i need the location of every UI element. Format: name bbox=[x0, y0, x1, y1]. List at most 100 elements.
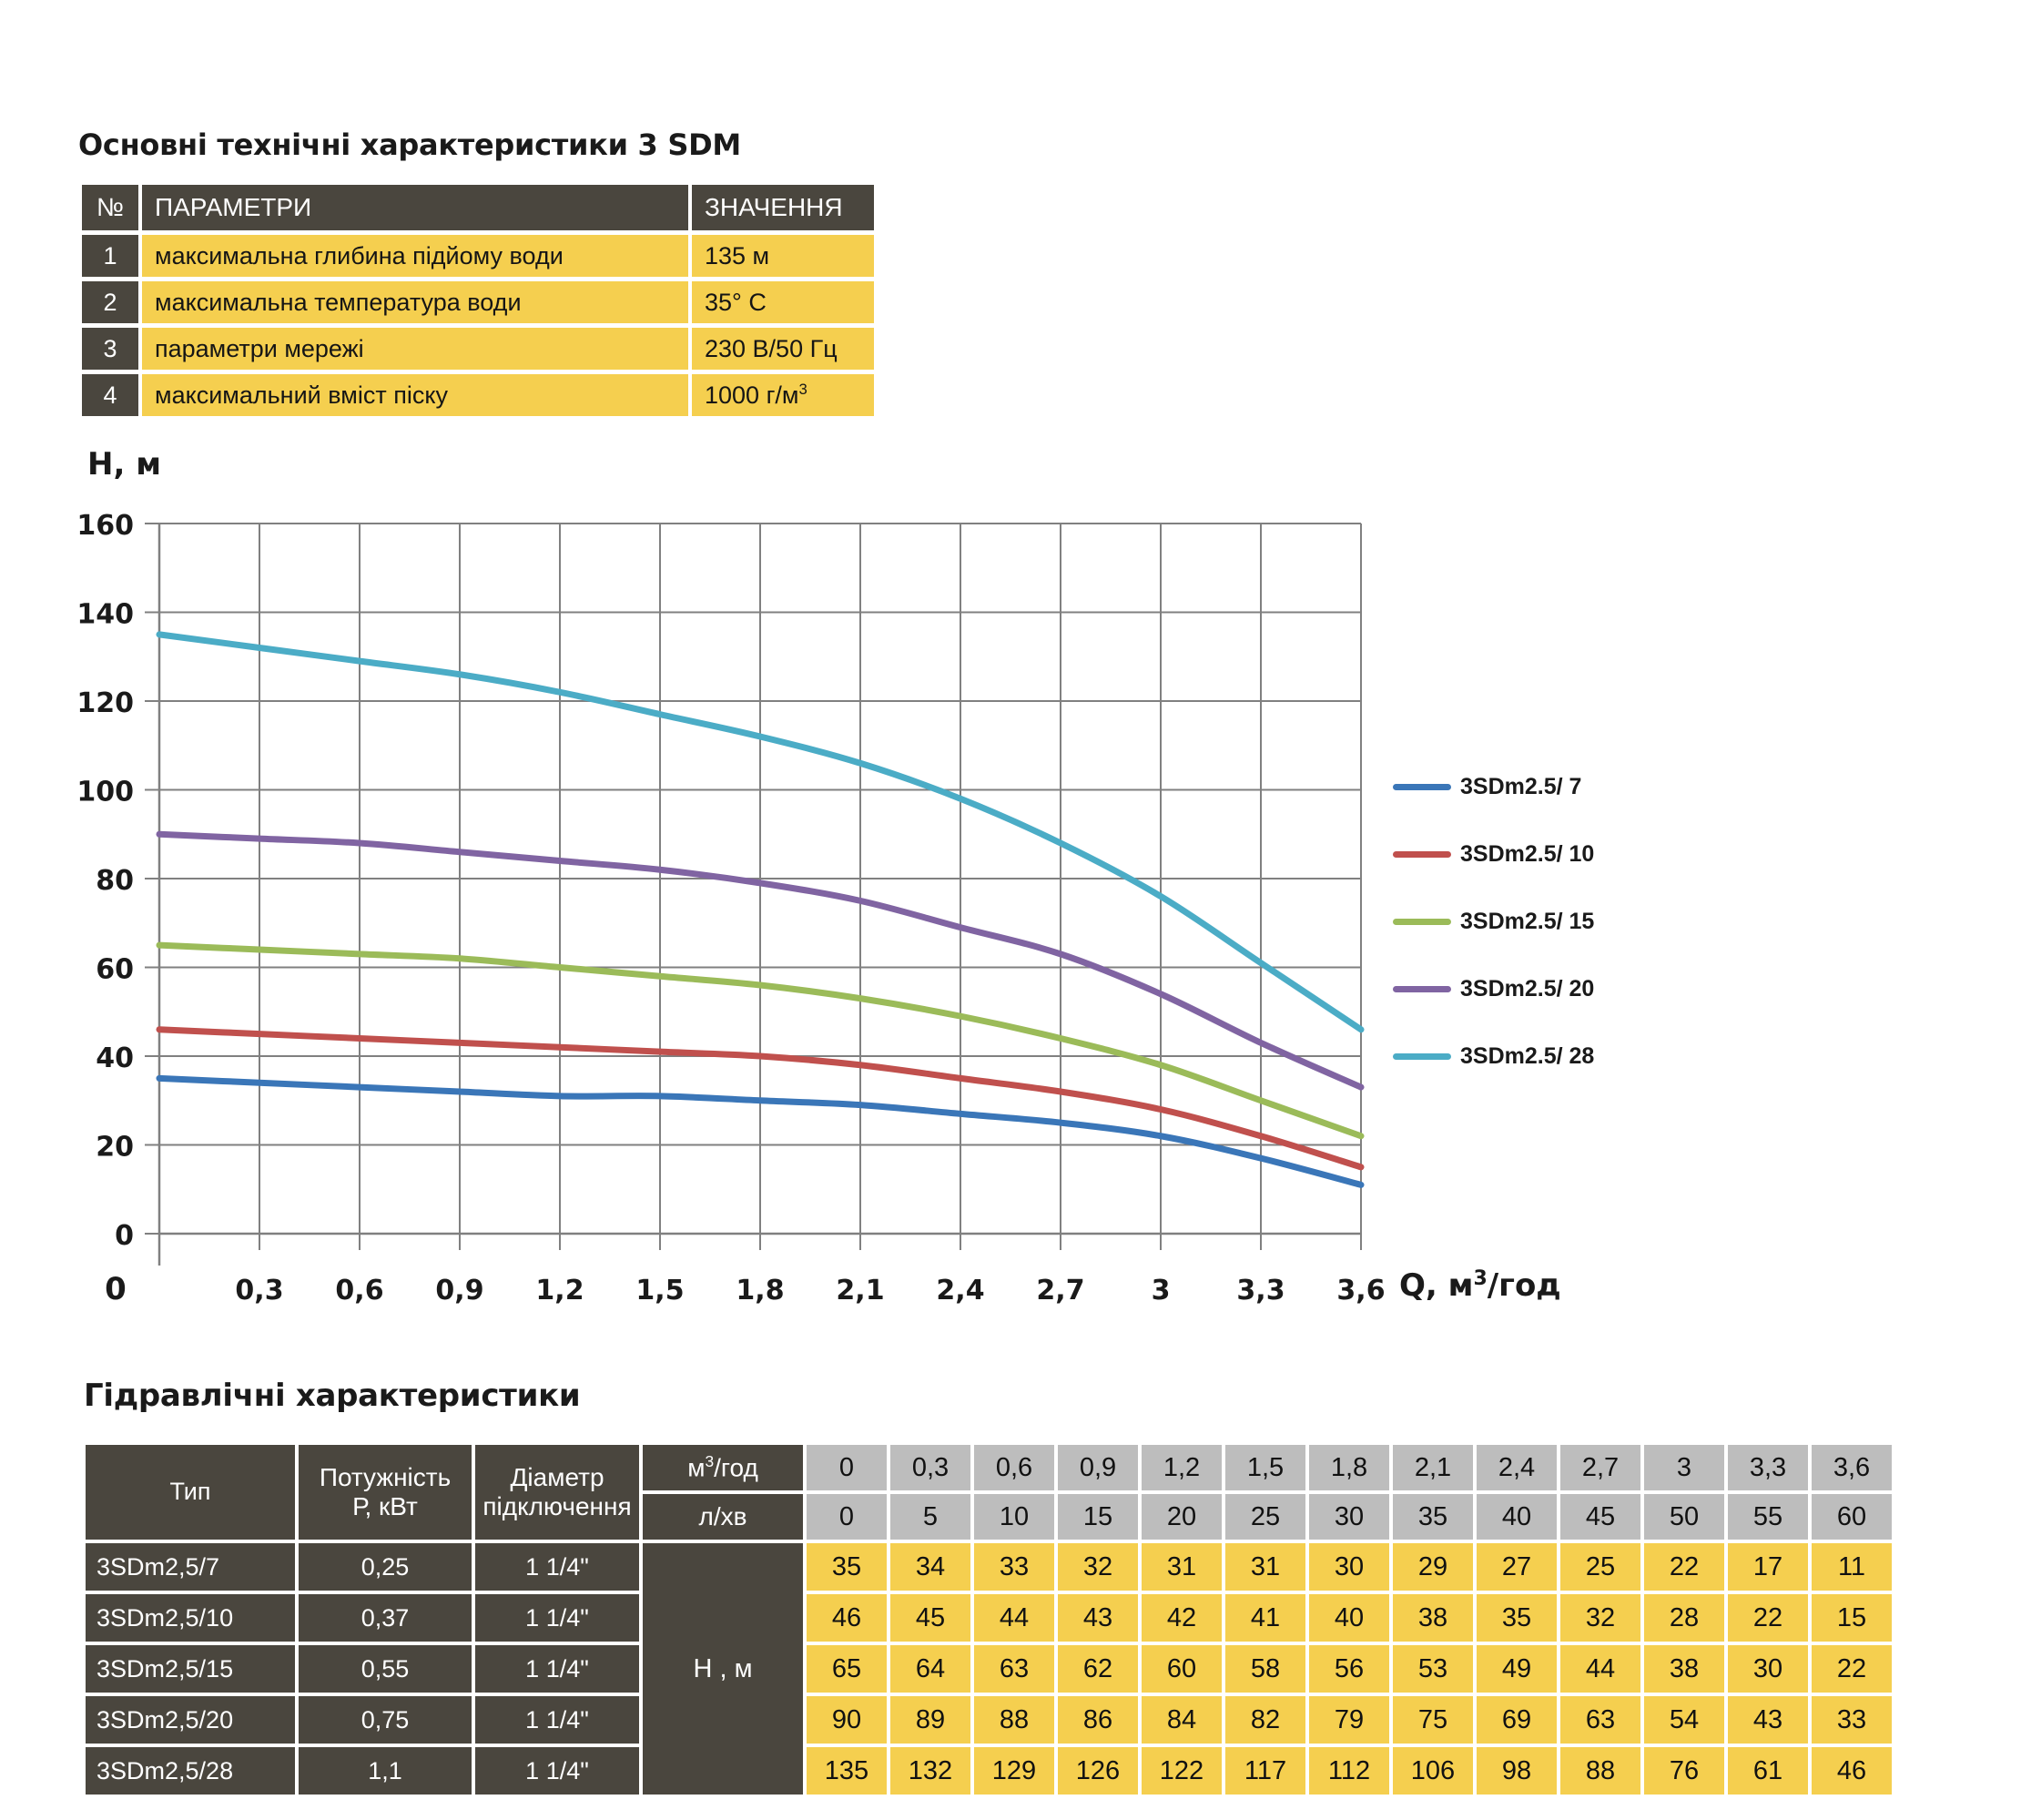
hydraulic-head-value: 64 bbox=[890, 1645, 970, 1693]
spec-header-value: ЗНАЧЕННЯ bbox=[692, 185, 874, 230]
hydraulic-head-value: 43 bbox=[1728, 1696, 1808, 1744]
legend-item[interactable]: 3SDm2.5/ 7 bbox=[1393, 769, 1594, 804]
hydraulic-header-row-lmin: л/хв 0 5 10 15 20 25 30 35 40 45 50 55 60 bbox=[86, 1494, 1892, 1540]
spec-row-value: 135 м bbox=[692, 235, 874, 277]
hydraulic-header-unit-lmin: л/хв bbox=[643, 1494, 803, 1540]
chart-series-3sdm2-5-15 bbox=[156, 941, 1365, 1140]
hydraulic-flow-m3h-value: 2,4 bbox=[1477, 1445, 1557, 1490]
hydraulic-head-value: 75 bbox=[1393, 1696, 1473, 1744]
hydraulic-flow-lmin-value: 60 bbox=[1812, 1494, 1892, 1540]
hydraulic-head-value: 98 bbox=[1477, 1747, 1557, 1795]
hydraulic-flow-lmin-value: 40 bbox=[1477, 1494, 1557, 1540]
hydraulic-table-row: 3SDm2,5/28 1,1 1 1/4" 135 132 129 126 122 117 112… bbox=[86, 1747, 1892, 1795]
legend-color-swatch bbox=[1393, 783, 1451, 790]
spec-row-parameter: максимальний вміст піску bbox=[142, 374, 688, 416]
spec-table-row: 4 максимальний вміст піску 1000 г/м3 bbox=[82, 374, 874, 416]
hydraulic-head-value: 54 bbox=[1644, 1696, 1724, 1744]
hydraulic-header-power: Потужність Р, кВт bbox=[299, 1445, 472, 1540]
hydraulic-head-value: 46 bbox=[1812, 1747, 1892, 1795]
hydraulic-row-power: 0,55 bbox=[299, 1645, 472, 1693]
hydraulic-flow-m3h-value: 3,6 bbox=[1812, 1445, 1892, 1490]
legend-color-swatch bbox=[1393, 850, 1451, 858]
chart-x-label: 0,6 bbox=[335, 1275, 383, 1307]
hydraulic-head-value: 32 bbox=[1058, 1543, 1138, 1591]
hydraulic-head-value: 40 bbox=[1309, 1594, 1389, 1642]
hydraulic-flow-lmin-value: 30 bbox=[1309, 1494, 1389, 1540]
hydraulic-row-power: 0,75 bbox=[299, 1696, 472, 1744]
legend-item[interactable]: 3SDm2.5/ 20 bbox=[1393, 971, 1594, 1006]
spec-row-parameter: максимальна температура води bbox=[142, 281, 688, 323]
hydraulic-head-value: 86 bbox=[1058, 1696, 1138, 1744]
legend-item-label: 3SDm2.5/ 10 bbox=[1460, 840, 1595, 867]
spec-row-number: 1 bbox=[82, 235, 138, 277]
hydraulic-head-value: 41 bbox=[1225, 1594, 1305, 1642]
hydraulic-header-diameter: Діаметр підключення bbox=[475, 1445, 639, 1540]
hydraulic-row-power: 0,25 bbox=[299, 1543, 472, 1591]
hydraulic-row-diameter: 1 1/4" bbox=[475, 1645, 639, 1693]
hydraulic-head-value: 84 bbox=[1142, 1696, 1222, 1744]
chart-x-label: 1,8 bbox=[736, 1275, 784, 1307]
legend-item[interactable]: 3SDm2.5/ 15 bbox=[1393, 904, 1594, 939]
chart-x-label: 3 bbox=[1152, 1275, 1171, 1307]
hydraulic-head-value: 62 bbox=[1058, 1645, 1138, 1693]
hydraulic-head-value: 63 bbox=[974, 1645, 1054, 1693]
hydraulic-flow-lmin-value: 55 bbox=[1728, 1494, 1808, 1540]
hydraulic-head-value: 28 bbox=[1644, 1594, 1724, 1642]
hydraulic-head-value: 44 bbox=[1560, 1645, 1640, 1693]
hydraulic-flow-m3h-value: 1,8 bbox=[1309, 1445, 1389, 1490]
chart-x-label: 0,9 bbox=[435, 1275, 483, 1307]
hydraulic-row-diameter: 1 1/4" bbox=[475, 1594, 639, 1642]
hydraulic-head-value: 82 bbox=[1225, 1696, 1305, 1744]
hydraulic-head-value: 65 bbox=[807, 1645, 887, 1693]
hydraulic-head-value: 42 bbox=[1142, 1594, 1222, 1642]
hydraulic-head-value: 44 bbox=[974, 1594, 1054, 1642]
chart-x-label: 1,5 bbox=[635, 1275, 684, 1307]
chart-x-label: 2,7 bbox=[1036, 1275, 1084, 1307]
hydraulic-flow-lmin-value: 35 bbox=[1393, 1494, 1473, 1540]
spec-header-param: ПАРАМЕТРИ bbox=[142, 185, 688, 230]
hydraulic-flow-lmin-value: 50 bbox=[1644, 1494, 1724, 1540]
hydraulic-head-value: 49 bbox=[1477, 1645, 1557, 1693]
chart-y-label: 160 bbox=[76, 510, 134, 542]
hydraulic-header-row-m3h: Тип Потужність Р, кВт Діаметр підключення м3/… bbox=[86, 1445, 1892, 1540]
spec-table-header-row: № ПАРАМЕТРИ ЗНАЧЕННЯ bbox=[82, 185, 874, 230]
hydraulic-table-title: Гідравлічні характеристики bbox=[84, 1378, 581, 1414]
hydraulic-table-row: 3SDm2,5/7 0,25 1 1/4" Н , м 35 34 33 32 31 31 30 29… bbox=[86, 1543, 1892, 1795]
spec-table-row: 1 максимальна глибина підйому води 135 м bbox=[82, 235, 874, 277]
spec-row-value: 230 В/50 Гц bbox=[692, 328, 874, 370]
hydraulic-flow-m3h-value: 3 bbox=[1644, 1445, 1724, 1490]
hydraulic-table-row: 3SDm2,5/15 0,55 1 1/4" 65 64 63 62 60 58 56 53 49 44… bbox=[86, 1645, 1892, 1693]
hydraulic-flow-m3h-value: 0,3 bbox=[890, 1445, 970, 1490]
hydraulic-head-value: 25 bbox=[1560, 1543, 1640, 1591]
hydraulic-head-value: 31 bbox=[1225, 1543, 1305, 1591]
hydraulic-head-value: 31 bbox=[1142, 1543, 1222, 1591]
hydraulic-table-body: Тип Потужність Р, кВт Діаметр підключення м3/… bbox=[86, 1445, 1892, 1795]
chart-y-label: 120 bbox=[76, 687, 134, 719]
legend-item[interactable]: 3SDm2.5/ 10 bbox=[1393, 837, 1594, 871]
spec-table: № ПАРАМЕТРИ ЗНАЧЕННЯ 1 максимальна глибин… bbox=[78, 180, 878, 421]
hydraulic-head-value: 11 bbox=[1812, 1543, 1892, 1591]
hydraulic-head-value: 53 bbox=[1393, 1645, 1473, 1693]
spec-row-value: 35° С bbox=[692, 281, 874, 323]
chart-y-tick-labels: 0 20 40 60 80 100 120 140 160 bbox=[76, 510, 134, 1252]
spec-row-number: 4 bbox=[82, 374, 138, 416]
hydraulic-head-value: 61 bbox=[1728, 1747, 1808, 1795]
hydraulic-row-diameter: 1 1/4" bbox=[475, 1696, 639, 1744]
chart-y-label: 140 bbox=[76, 599, 134, 631]
spec-row-number: 3 bbox=[82, 328, 138, 370]
hydraulic-head-value: 106 bbox=[1393, 1747, 1473, 1795]
hydraulic-row-type: 3SDm2,5/7 bbox=[86, 1543, 295, 1591]
hydraulic-head-value: 35 bbox=[1477, 1594, 1557, 1642]
hydraulic-flow-m3h-value: 0,6 bbox=[974, 1445, 1054, 1490]
hydraulic-head-value: 60 bbox=[1142, 1645, 1222, 1693]
legend-item[interactable]: 3SDm2.5/ 28 bbox=[1393, 1039, 1594, 1073]
chart-series-3sdm2-5-7 bbox=[156, 1074, 1365, 1188]
hydraulic-header-type: Тип bbox=[86, 1445, 295, 1540]
legend-item-label: 3SDm2.5/ 15 bbox=[1460, 908, 1595, 934]
hydraulic-head-value: 27 bbox=[1477, 1543, 1557, 1591]
chart-canvas: 0 0,3 0,6 0,9 1,2 1,5 1,8 2,1 2,4 2,7 3 3,3 3,6 0 20 4… bbox=[76, 510, 1560, 1307]
hydraulic-head-value: 29 bbox=[1393, 1543, 1473, 1591]
hydraulic-head-value: 35 bbox=[807, 1543, 887, 1591]
hydraulic-head-value: 126 bbox=[1058, 1747, 1138, 1795]
